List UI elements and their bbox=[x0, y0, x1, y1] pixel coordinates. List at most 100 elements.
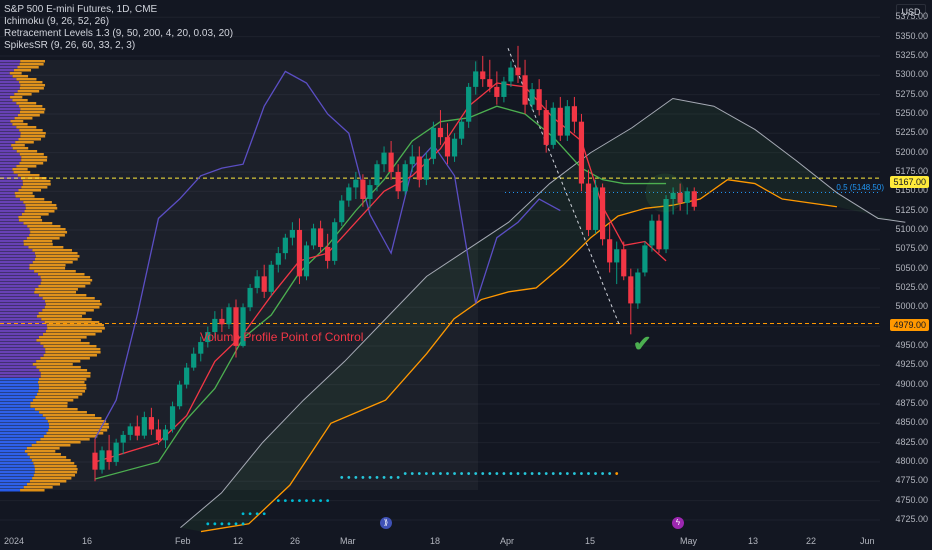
volume-profile-bar bbox=[33, 462, 75, 465]
volume-profile-bar bbox=[0, 327, 48, 330]
volume-profile-bar bbox=[27, 453, 61, 456]
spike-dot bbox=[474, 472, 478, 475]
volume-profile-bar bbox=[0, 162, 20, 165]
spike-dot bbox=[354, 476, 358, 479]
price-tick: 5100.00 bbox=[895, 223, 928, 234]
volume-profile-bar bbox=[48, 423, 109, 426]
candle-body bbox=[571, 106, 577, 122]
candle-body bbox=[353, 179, 359, 188]
event-icon-1[interactable]: ⟫ bbox=[380, 517, 392, 529]
volume-profile-bar bbox=[9, 72, 22, 75]
candle-body bbox=[451, 138, 458, 157]
candle-body bbox=[656, 220, 662, 250]
legend-retracement[interactable]: Retracement Levels 1.3 (9, 50, 200, 4, 2… bbox=[4, 28, 234, 39]
candle-body bbox=[670, 192, 676, 200]
volume-profile-bar bbox=[10, 120, 24, 123]
candle-body bbox=[395, 171, 401, 192]
volume-profile-bar bbox=[0, 156, 22, 159]
volume-profile-bar bbox=[0, 345, 44, 348]
candle-body bbox=[162, 429, 169, 441]
volume-profile-bar bbox=[0, 252, 35, 255]
candle-body bbox=[557, 107, 563, 136]
volume-profile-bar bbox=[36, 360, 81, 363]
candle-body bbox=[508, 67, 514, 82]
volume-profile-bar bbox=[32, 261, 73, 264]
volume-profile-bar bbox=[0, 330, 46, 333]
volume-profile-bar bbox=[0, 405, 31, 408]
candle-body bbox=[487, 79, 493, 87]
volume-profile-bar bbox=[29, 264, 66, 267]
candle-body bbox=[444, 137, 451, 157]
time-tick: Mar bbox=[340, 536, 356, 546]
candle-body bbox=[423, 158, 429, 180]
volume-profile-bar bbox=[36, 441, 81, 444]
event-icon-2[interactable]: ϟ bbox=[672, 517, 684, 529]
volume-profile-bar bbox=[31, 444, 71, 447]
volume-profile-bar bbox=[0, 486, 24, 489]
volume-profile-bar bbox=[20, 132, 46, 135]
value-area bbox=[0, 60, 478, 490]
volume-profile-bar bbox=[0, 207, 26, 210]
volume-profile-bar bbox=[0, 378, 39, 381]
volume-profile-bar bbox=[0, 387, 39, 390]
volume-profile-bar bbox=[18, 138, 41, 141]
volume-profile-bar bbox=[0, 390, 39, 393]
volume-profile-bar bbox=[38, 381, 85, 384]
price-tick: 4850.00 bbox=[895, 417, 928, 428]
volume-profile-bar bbox=[0, 165, 17, 168]
volume-profile-bar bbox=[47, 327, 105, 330]
spike-dot bbox=[432, 472, 435, 475]
volume-profile-bar bbox=[0, 381, 39, 384]
volume-profile-bar bbox=[0, 120, 11, 123]
volume-profile-bar bbox=[0, 333, 43, 336]
volume-profile-bar bbox=[30, 231, 68, 234]
volume-profile-bar bbox=[24, 450, 56, 453]
candle-body bbox=[113, 442, 119, 462]
volume-profile-bar bbox=[0, 408, 35, 411]
volume-profile-bar bbox=[0, 459, 32, 462]
volume-profile-bar bbox=[17, 174, 40, 177]
volume-profile-bar bbox=[38, 336, 87, 339]
time-tick: Apr bbox=[500, 536, 515, 546]
volume-profile-bar bbox=[0, 261, 33, 264]
volume-profile-bar bbox=[0, 141, 16, 144]
volume-profile-bar bbox=[0, 285, 39, 288]
volume-profile-bar bbox=[17, 66, 39, 69]
candle-body bbox=[564, 106, 570, 136]
volume-profile-bar bbox=[46, 432, 104, 435]
fib-label: 0.5 (5148.50) bbox=[836, 183, 884, 192]
volume-profile-bar bbox=[0, 174, 18, 177]
volume-profile-bar bbox=[19, 153, 44, 156]
spike-dot bbox=[467, 472, 471, 475]
spike-dot bbox=[537, 472, 541, 475]
legend-ichimoku[interactable]: Ichimoku (9, 26, 52, 26) bbox=[4, 16, 110, 27]
spike-dot bbox=[488, 472, 492, 475]
volume-profile-bar bbox=[0, 420, 48, 423]
currency-button[interactable]: USD bbox=[896, 4, 926, 20]
volume-profile-bar bbox=[40, 375, 91, 378]
candle-body bbox=[184, 367, 190, 385]
candle-body bbox=[529, 89, 535, 105]
volume-profile-bar bbox=[23, 243, 53, 246]
volume-profile-bar bbox=[0, 363, 33, 366]
volume-profile-bar bbox=[0, 249, 33, 252]
volume-profile-bar bbox=[40, 276, 91, 279]
volume-profile-bar bbox=[49, 426, 110, 429]
price-tick: 5375.00 bbox=[895, 11, 928, 22]
volume-profile-bar bbox=[0, 210, 25, 213]
spike-dot bbox=[326, 499, 330, 503]
volume-profile-bar bbox=[34, 471, 78, 474]
volume-profile-bar bbox=[0, 264, 30, 267]
volume-profile-bar bbox=[43, 435, 98, 438]
price-tick: 5000.00 bbox=[895, 301, 928, 312]
volume-profile-bar bbox=[15, 195, 35, 198]
volume-profile-bar bbox=[32, 477, 72, 480]
volume-profile-bar bbox=[0, 336, 39, 339]
legend-spikes[interactable]: SpikesSR (9, 26, 60, 33, 2, 3) bbox=[4, 40, 136, 51]
price-tick: 4725.00 bbox=[895, 513, 928, 524]
volume-profile-bar bbox=[34, 408, 78, 411]
legend-symbol[interactable]: S&P 500 E-mini Futures, 1D, CME bbox=[4, 4, 158, 15]
price-tick: 5175.00 bbox=[895, 165, 928, 176]
volume-profile-bar bbox=[19, 162, 44, 165]
